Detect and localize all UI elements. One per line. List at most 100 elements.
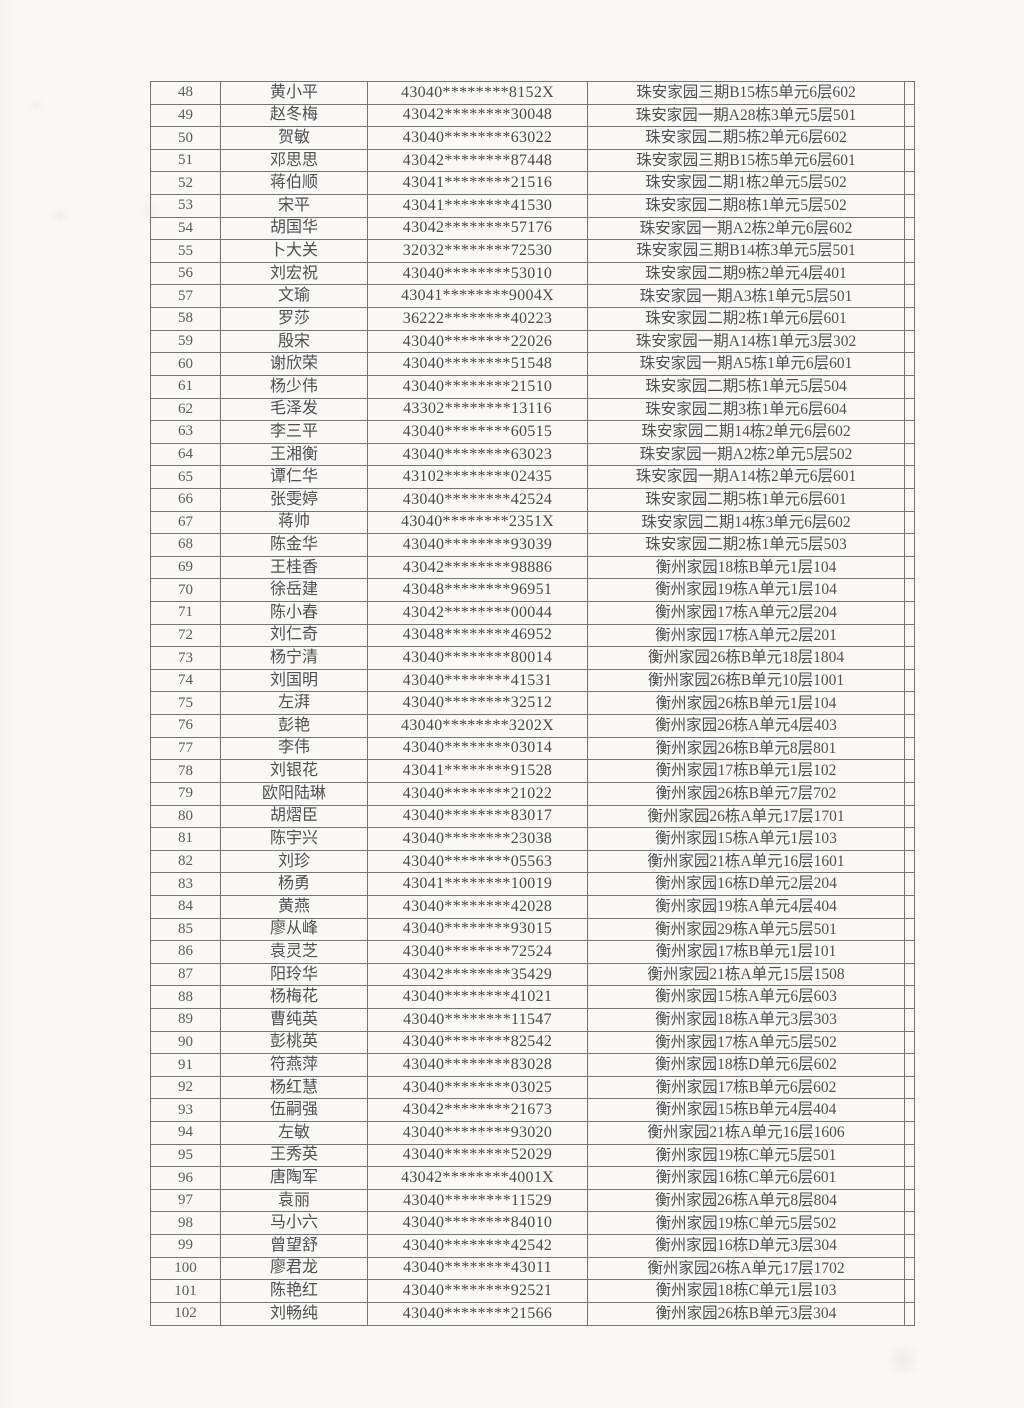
spare-cell bbox=[904, 397, 915, 422]
table-row: 102 刘畅纯 43040********21566 衡州家园26栋B单元3层304 bbox=[150, 1301, 915, 1327]
table-row: 68 陈金华 43040********93039 珠安家园二期2栋1单元5层503 bbox=[150, 533, 915, 557]
name-cell: 卜大关 bbox=[220, 239, 368, 263]
address-cell: 珠安家园二期9栋2单元4层401 bbox=[587, 261, 905, 286]
spare-cell bbox=[904, 1053, 915, 1077]
row-number-cell: 90 bbox=[150, 1030, 221, 1055]
spare-cell bbox=[904, 1098, 915, 1123]
row-number-cell: 77 bbox=[150, 736, 221, 761]
address-cell: 衡州家园26栋B单元8层801 bbox=[587, 736, 905, 761]
name-cell: 刘畅纯 bbox=[220, 1301, 368, 1327]
address-cell: 衡州家园26栋A单元17层1702 bbox=[587, 1256, 905, 1281]
row-number-cell: 101 bbox=[150, 1279, 221, 1303]
row-number-cell: 102 bbox=[150, 1301, 221, 1327]
id-number-cell: 43040********22026 bbox=[367, 329, 588, 354]
name-cell: 唐陶军 bbox=[220, 1166, 368, 1190]
row-number-cell: 65 bbox=[150, 465, 221, 489]
id-number-cell: 43042********00044 bbox=[367, 601, 588, 625]
id-number-cell: 43040********41021 bbox=[367, 985, 588, 1009]
table-row: 70 徐岳建 43048********96951 衡州家园19栋A单元1层104 bbox=[150, 578, 915, 603]
row-number-cell: 56 bbox=[150, 261, 221, 286]
id-number-cell: 43048********96951 bbox=[367, 578, 588, 603]
address-cell: 衡州家园16栋D单元2层204 bbox=[587, 872, 905, 896]
id-number-cell: 43040********63023 bbox=[367, 442, 588, 467]
spare-cell bbox=[904, 759, 915, 783]
row-number-cell: 67 bbox=[150, 510, 221, 535]
row-number-cell: 96 bbox=[150, 1166, 221, 1190]
row-number-cell: 55 bbox=[150, 239, 221, 263]
name-cell: 杨红慧 bbox=[220, 1075, 368, 1100]
id-number-cell: 43040********93039 bbox=[367, 533, 588, 557]
id-number-cell: 43040********60515 bbox=[367, 420, 588, 444]
row-number-cell: 62 bbox=[150, 397, 221, 422]
table-row: 60 谢欣荣 43040********51548 珠安家园一期A5栋1单元6层601 bbox=[150, 352, 915, 376]
spare-cell bbox=[904, 872, 915, 896]
address-cell: 衡州家园21栋A单元15层1508 bbox=[587, 962, 905, 987]
table-row: 48 黄小平 43040********8152X 珠安家园三期B15栋5单元6层60… bbox=[150, 81, 915, 105]
address-cell: 衡州家园26栋A单元8层804 bbox=[587, 1188, 905, 1213]
name-cell: 赵冬梅 bbox=[220, 103, 368, 128]
address-cell: 衡州家园26栋B单元1层104 bbox=[587, 691, 905, 716]
spare-cell bbox=[904, 623, 915, 648]
id-number-cell: 43040********42028 bbox=[367, 894, 588, 919]
table-row: 88 杨梅花 43040********41021 衡州家园15栋A单元6层603 bbox=[150, 985, 915, 1009]
row-number-cell: 64 bbox=[150, 442, 221, 467]
row-number-cell: 66 bbox=[150, 487, 221, 512]
spare-cell bbox=[904, 126, 915, 150]
address-cell: 珠安家园二期3栋1单元6层604 bbox=[587, 397, 905, 422]
name-cell: 黄燕 bbox=[220, 894, 368, 919]
row-number-cell: 86 bbox=[150, 940, 221, 964]
spare-cell bbox=[904, 781, 915, 806]
id-number-cell: 43041********91528 bbox=[367, 759, 588, 783]
id-number-cell: 43040********21510 bbox=[367, 374, 588, 399]
name-cell: 陈金华 bbox=[220, 533, 368, 557]
table-row: 100 廖君龙 43040********43011 衡州家园26栋A单元17层170… bbox=[150, 1256, 915, 1281]
id-number-cell: 43040********32512 bbox=[367, 691, 588, 716]
row-number-cell: 99 bbox=[150, 1234, 221, 1258]
row-number-cell: 84 bbox=[150, 894, 221, 919]
address-cell: 衡州家园21栋A单元16层1601 bbox=[587, 849, 905, 874]
id-number-cell: 43040********21566 bbox=[367, 1301, 588, 1327]
id-number-cell: 43042********30048 bbox=[367, 103, 588, 128]
spare-cell bbox=[904, 329, 915, 354]
name-cell: 刘仁奇 bbox=[220, 623, 368, 648]
table-row: 67 蒋帅 43040********2351X 珠安家园二期14栋3单元6层602 bbox=[150, 510, 915, 535]
name-cell: 刘银花 bbox=[220, 759, 368, 783]
id-number-cell: 43040********84010 bbox=[367, 1211, 588, 1236]
id-number-cell: 43040********42524 bbox=[367, 487, 588, 512]
table-row: 65 谭仁华 43102********02435 珠安家园一期A14栋2单元6层60… bbox=[150, 465, 915, 489]
row-number-cell: 81 bbox=[150, 827, 221, 851]
address-cell: 衡州家园17栋A单元2层204 bbox=[587, 601, 905, 625]
table-row: 96 唐陶军 43042********4001X 衡州家园16栋C单元6层601 bbox=[150, 1166, 915, 1190]
table-row: 85 廖从峰 43040********93015 衡州家园29栋A单元5层501 bbox=[150, 917, 915, 942]
id-number-cell: 43040********72524 bbox=[367, 940, 588, 964]
spare-cell bbox=[904, 216, 915, 241]
row-number-cell: 57 bbox=[150, 284, 221, 309]
id-number-cell: 43042********57176 bbox=[367, 216, 588, 241]
table-row: 56 刘宏祝 43040********53010 珠安家园二期9栋2单元4层401 bbox=[150, 261, 915, 286]
address-cell: 衡州家园29栋A单元5层501 bbox=[587, 917, 905, 942]
spare-cell bbox=[904, 1121, 915, 1145]
row-number-cell: 71 bbox=[150, 601, 221, 625]
name-cell: 李三平 bbox=[220, 420, 368, 444]
spare-cell bbox=[904, 374, 915, 399]
id-number-cell: 43040********8152X bbox=[367, 81, 588, 105]
table-row: 94 左敏 43040********93020 衡州家园21栋A单元16层1606 bbox=[150, 1121, 915, 1145]
row-number-cell: 92 bbox=[150, 1075, 221, 1100]
table-row: 90 彭桃英 43040********82542 衡州家园17栋A单元5层502 bbox=[150, 1030, 915, 1055]
row-number-cell: 98 bbox=[150, 1211, 221, 1236]
name-cell: 刘国明 bbox=[220, 668, 368, 693]
name-cell: 贺敏 bbox=[220, 126, 368, 150]
spare-cell bbox=[904, 1166, 915, 1190]
row-number-cell: 61 bbox=[150, 374, 221, 399]
table-row: 89 曹纯英 43040********11547 衡州家园18栋A单元3层303 bbox=[150, 1007, 915, 1032]
spare-cell bbox=[904, 510, 915, 535]
id-number-cell: 43040********83017 bbox=[367, 804, 588, 829]
table-row: 73 杨宁清 43040********80014 衡州家园26栋B单元18层1804 bbox=[150, 646, 915, 670]
name-cell: 袁丽 bbox=[220, 1188, 368, 1213]
spare-cell bbox=[904, 171, 915, 196]
address-cell: 珠安家园二期14栋3单元6层602 bbox=[587, 510, 905, 535]
spare-cell bbox=[904, 307, 915, 331]
address-cell: 衡州家园17栋B单元6层602 bbox=[587, 1075, 905, 1100]
id-number-cell: 43040********82542 bbox=[367, 1030, 588, 1055]
spare-cell bbox=[904, 1211, 915, 1236]
